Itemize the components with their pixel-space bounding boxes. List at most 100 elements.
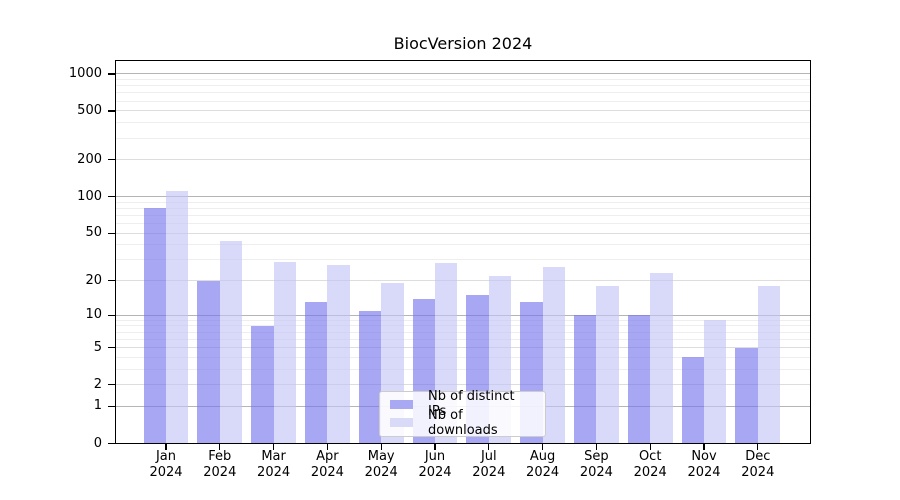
bar-distinct-ips-apr bbox=[305, 302, 328, 444]
x-tick-mark-sep bbox=[595, 443, 598, 450]
bar-distinct-ips-nov bbox=[681, 357, 704, 444]
x-tick-mark-nov bbox=[703, 443, 705, 450]
legend-entry-distinct-ips: Nb of distinct IPs bbox=[390, 389, 535, 419]
gridline-90 bbox=[115, 201, 811, 203]
y-tick-label-20: 20 bbox=[85, 272, 102, 288]
y-tick-label-1: 1 bbox=[93, 398, 102, 414]
gridline-60 bbox=[115, 223, 811, 225]
x-tick-mark-jul bbox=[488, 443, 490, 450]
x-tick-label-nov: Nov 2024 bbox=[687, 448, 721, 481]
y-tick-mark-1 bbox=[107, 405, 115, 408]
x-tick-label-jun: Jun 2024 bbox=[418, 448, 452, 481]
gridline-700 bbox=[115, 92, 811, 94]
bar-downloads-apr bbox=[327, 265, 350, 444]
y-tick-label-0: 0 bbox=[93, 435, 102, 451]
legend-label-downloads: Nb of downloads bbox=[428, 407, 498, 438]
gridline-600 bbox=[115, 100, 811, 102]
gridline-5 bbox=[115, 347, 811, 349]
gridline-3 bbox=[115, 368, 811, 370]
bar-downloads-oct bbox=[650, 273, 673, 444]
x-tick-label-may: May 2024 bbox=[364, 448, 398, 481]
y-tick-label-200: 200 bbox=[77, 151, 102, 167]
bar-downloads-aug bbox=[542, 267, 565, 444]
x-tick-mark-jan bbox=[165, 443, 167, 450]
bar-distinct-ips-mar bbox=[251, 325, 274, 444]
gridline-8 bbox=[115, 325, 811, 327]
gridline-400 bbox=[115, 122, 811, 124]
y-tick-mark-2 bbox=[107, 384, 115, 386]
gridline-6 bbox=[115, 338, 811, 340]
bar-downloads-nov bbox=[704, 320, 727, 444]
y-tick-mark-20 bbox=[107, 279, 115, 282]
gridline-4 bbox=[115, 356, 811, 358]
x-tick-mark-jun bbox=[434, 443, 436, 450]
bar-distinct-ips-dec bbox=[735, 347, 758, 444]
x-tick-label-jan: Jan 2024 bbox=[149, 448, 183, 481]
gridline-20 bbox=[115, 280, 811, 282]
bar-downloads-sep bbox=[596, 285, 619, 444]
gridline-200 bbox=[115, 159, 811, 161]
gridline-7 bbox=[115, 331, 811, 333]
gridline-500 bbox=[115, 110, 811, 112]
gridline-100 bbox=[115, 196, 811, 198]
x-tick-label-dec: Dec 2024 bbox=[741, 448, 775, 481]
x-tick-label-mar: Mar 2024 bbox=[257, 448, 291, 481]
y-tick-mark-1000 bbox=[107, 73, 115, 75]
y-tick-mark-200 bbox=[107, 159, 115, 161]
x-tick-label-oct: Oct 2024 bbox=[633, 448, 667, 481]
gridline-50 bbox=[115, 232, 811, 234]
gridline-80 bbox=[115, 207, 811, 209]
y-tick-mark-10 bbox=[107, 314, 115, 316]
legend-swatch-distinct-ips bbox=[390, 399, 413, 409]
gridline-2 bbox=[115, 384, 811, 386]
y-tick-mark-50 bbox=[107, 232, 115, 234]
y-tick-label-10: 10 bbox=[85, 307, 102, 323]
gridline-300 bbox=[115, 137, 811, 139]
gridline-30 bbox=[115, 259, 811, 261]
legend-swatch-downloads bbox=[390, 418, 413, 428]
x-tick-mark-may bbox=[380, 443, 382, 450]
x-tick-label-feb: Feb 2024 bbox=[203, 448, 237, 481]
x-tick-mark-dec bbox=[757, 443, 759, 450]
x-tick-mark-apr bbox=[326, 443, 329, 450]
gridline-9 bbox=[115, 319, 811, 321]
y-tick-mark-100 bbox=[107, 195, 115, 198]
bar-distinct-ips-jan bbox=[143, 207, 166, 444]
y-tick-mark-500 bbox=[107, 110, 115, 112]
x-tick-mark-oct bbox=[649, 443, 651, 450]
x-tick-label-jul: Jul 2024 bbox=[472, 448, 506, 481]
bar-downloads-jan bbox=[166, 190, 189, 444]
x-tick-label-aug: Aug 2024 bbox=[526, 448, 560, 481]
x-tick-mark-aug bbox=[541, 443, 544, 450]
bar-downloads-mar bbox=[273, 261, 296, 444]
y-tick-mark-0 bbox=[107, 442, 115, 445]
gridline-40 bbox=[115, 244, 811, 246]
y-tick-label-5: 5 bbox=[93, 339, 102, 355]
gridline-70 bbox=[115, 214, 811, 216]
y-tick-label-2: 2 bbox=[93, 376, 102, 392]
y-tick-label-500: 500 bbox=[77, 102, 102, 118]
y-tick-mark-5 bbox=[107, 346, 115, 349]
bar-distinct-ips-feb bbox=[197, 280, 220, 444]
gridline-10 bbox=[115, 314, 811, 316]
bar-downloads-dec bbox=[757, 285, 781, 444]
gridline-900 bbox=[115, 79, 811, 81]
bar-distinct-ips-oct bbox=[627, 315, 651, 444]
gridline-800 bbox=[115, 85, 811, 87]
legend-entry-downloads: Nb of downloads bbox=[390, 408, 535, 438]
x-tick-label-apr: Apr 2024 bbox=[310, 448, 344, 481]
gridline-1000 bbox=[115, 73, 811, 75]
x-tick-label-sep: Sep 2024 bbox=[579, 448, 613, 481]
x-tick-mark-feb bbox=[219, 443, 221, 450]
legend: Nb of distinct IPs Nb of downloads bbox=[379, 389, 546, 438]
bar-downloads-feb bbox=[219, 241, 243, 444]
y-tick-label-100: 100 bbox=[77, 188, 102, 204]
y-tick-label-50: 50 bbox=[85, 225, 102, 241]
y-tick-label-1000: 1000 bbox=[68, 65, 102, 81]
legend-label-distinct-ips: Nb of distinct IPs bbox=[428, 389, 515, 420]
plot-area: Nb of distinct IPs Nb of downloads bbox=[115, 60, 811, 444]
x-tick-mark-mar bbox=[272, 443, 275, 450]
bar-distinct-ips-may bbox=[358, 310, 382, 444]
bar-distinct-ips-sep bbox=[574, 315, 597, 444]
